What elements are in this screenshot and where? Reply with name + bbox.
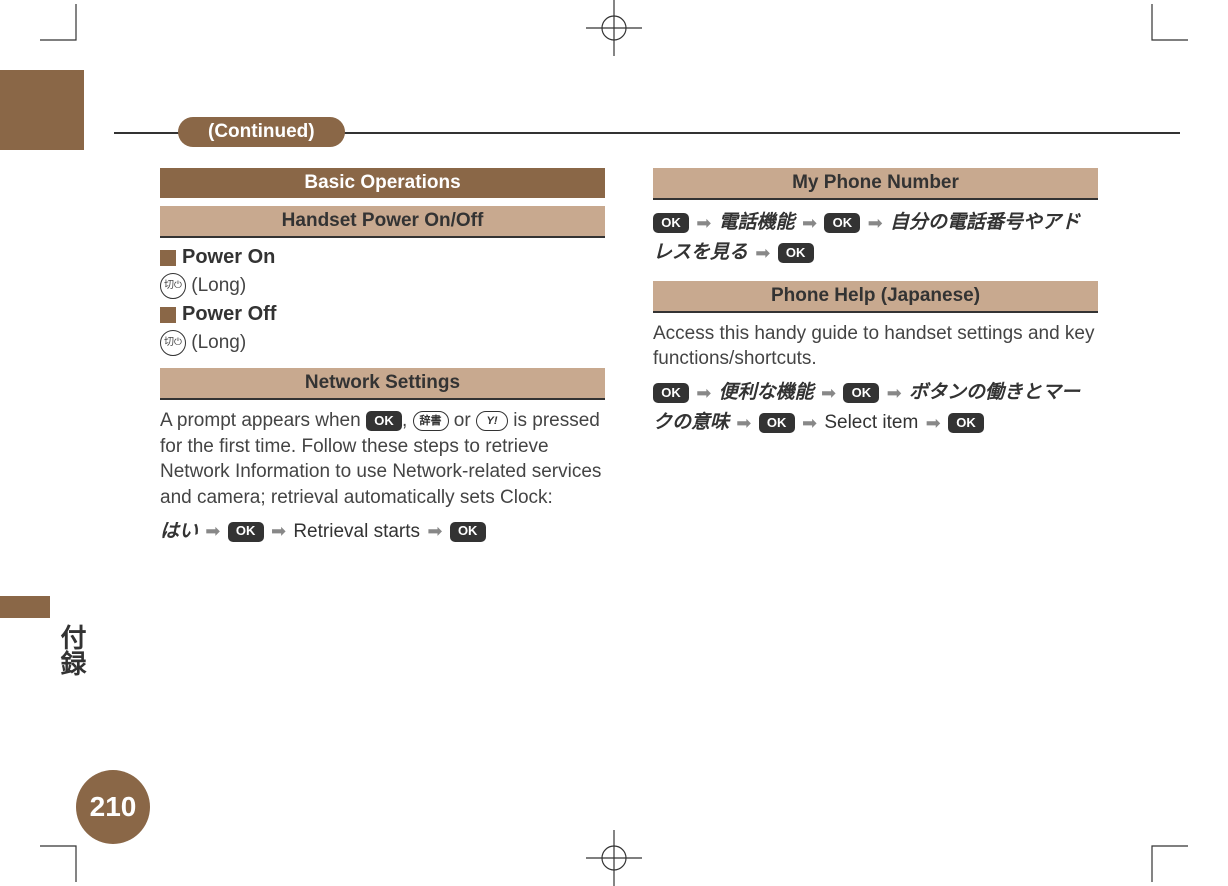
flow-retrieval: Retrieval starts	[293, 521, 420, 542]
phone-help-body: Access this handy guide to handset setti…	[653, 321, 1098, 372]
ok-button-icon: OK	[824, 213, 860, 233]
network-body: A prompt appears when OK, 辞書 or Y! is pr…	[160, 408, 605, 511]
network-text-mid1: ,	[402, 410, 413, 431]
left-column: Basic Operations Handset Power On/Off Po…	[160, 168, 605, 553]
header-basic-operations: Basic Operations	[160, 168, 605, 198]
arrow-icon: ➡	[821, 379, 836, 408]
ok-button-icon: OK	[948, 413, 984, 433]
ph-step1: 便利な機能	[719, 382, 814, 403]
arrow-icon: ➡	[802, 209, 817, 238]
power-on-long: (Long)	[191, 275, 246, 296]
my-phone-flow: OK ➡ 電話機能 ➡ OK ➡ 自分の電話番号やアドレスを見る ➡ OK	[653, 208, 1098, 269]
y-key-icon: Y!	[476, 411, 508, 431]
power-off-action: 切⏻ (Long)	[160, 330, 605, 356]
content-columns: Basic Operations Handset Power On/Off Po…	[160, 168, 1098, 553]
power-off-label: Power Off	[182, 303, 276, 326]
power-key-icon: 切⏻	[160, 330, 186, 356]
ok-button-icon: OK	[228, 522, 264, 542]
flow-hai: はい	[160, 521, 198, 542]
arrow-icon: ➡	[696, 379, 711, 408]
crop-mark-top-right	[1138, 4, 1188, 54]
power-on-label: Power On	[182, 246, 275, 269]
ok-button-icon: OK	[450, 522, 486, 542]
arrow-icon: ➡	[427, 517, 442, 546]
ok-button-icon: OK	[653, 213, 689, 233]
side-color-block-top	[0, 70, 84, 150]
arrow-icon: ➡	[926, 409, 941, 438]
arrow-icon: ➡	[696, 209, 711, 238]
network-text-mid2: or	[449, 410, 476, 431]
crop-mark-top-left	[40, 4, 90, 54]
header-network-settings: Network Settings	[160, 368, 605, 400]
continued-badge: (Continued)	[178, 117, 345, 147]
ok-button-icon: OK	[653, 383, 689, 403]
crop-mark-bottom-right	[1138, 832, 1188, 882]
arrow-icon: ➡	[802, 409, 817, 438]
crop-mark-bottom-left	[40, 832, 90, 882]
header-handset-power: Handset Power On/Off	[160, 206, 605, 238]
ok-button-icon: OK	[759, 413, 795, 433]
header-phone-help: Phone Help (Japanese)	[653, 281, 1098, 313]
arrow-icon: ➡	[887, 379, 902, 408]
right-column: My Phone Number OK ➡ 電話機能 ➡ OK ➡ 自分の電話番号…	[653, 168, 1098, 553]
arrow-icon: ➡	[868, 209, 883, 238]
my-phone-step2: 自分の電話番号やアドレスを見る	[653, 212, 1080, 263]
square-bullet-icon	[160, 307, 176, 323]
power-on-action: 切⏻ (Long)	[160, 273, 605, 299]
arrow-icon: ➡	[271, 517, 286, 546]
header-my-phone-number: My Phone Number	[653, 168, 1098, 200]
power-off-row: Power Off	[160, 303, 605, 326]
page-number-badge: 210	[76, 770, 150, 844]
continued-label: (Continued)	[208, 121, 315, 142]
ok-button-icon: OK	[778, 243, 814, 263]
network-text-1: A prompt appears when	[160, 410, 366, 431]
ok-button-icon: OK	[366, 411, 402, 431]
ok-button-icon: OK	[843, 383, 879, 403]
my-phone-step1: 電話機能	[719, 212, 795, 233]
crop-mark-top-center	[586, 0, 642, 56]
square-bullet-icon	[160, 250, 176, 266]
phone-help-flow: OK ➡ 便利な機能 ➡ OK ➡ ボタンの働きとマークの意味 ➡ OK ➡ S…	[653, 378, 1098, 439]
power-key-icon: 切⏻	[160, 273, 186, 299]
power-off-long: (Long)	[191, 332, 246, 353]
side-color-block-mid	[0, 596, 50, 618]
power-on-row: Power On	[160, 246, 605, 269]
side-section-label: 付録	[54, 624, 91, 676]
page-number: 210	[90, 791, 137, 823]
network-flow: はい ➡ OK ➡ Retrieval starts ➡ OK	[160, 517, 605, 547]
arrow-icon: ➡	[755, 239, 770, 268]
ph-step3: Select item	[824, 412, 918, 433]
dict-key-icon: 辞書	[413, 411, 449, 431]
arrow-icon: ➡	[736, 409, 751, 438]
crop-mark-bottom-center	[586, 830, 642, 886]
arrow-icon: ➡	[205, 517, 220, 546]
